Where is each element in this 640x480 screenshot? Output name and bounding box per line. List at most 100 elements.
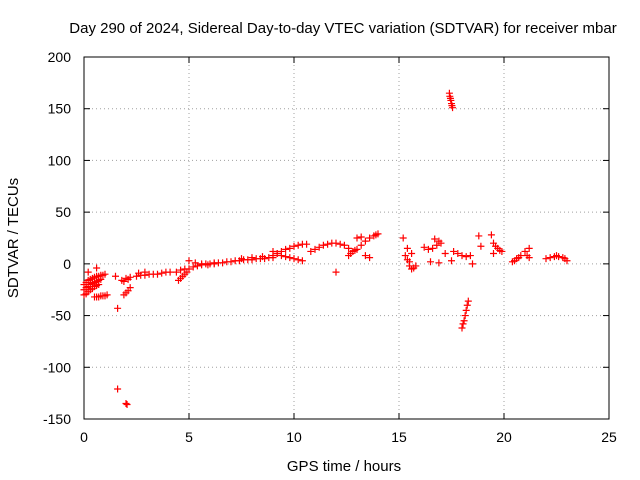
data-point: [204, 261, 212, 269]
data-point: [521, 247, 529, 255]
x-tick-label: 10: [286, 429, 302, 445]
x-tick-label: 0: [80, 429, 88, 445]
data-point: [311, 245, 319, 253]
data-point: [357, 233, 365, 241]
data-point: [517, 252, 525, 260]
y-tick-label: -150: [43, 411, 71, 427]
data-point: [126, 284, 134, 292]
data-point: [462, 253, 470, 261]
data-point: [427, 258, 434, 266]
data-point: [525, 244, 533, 252]
data-point: [112, 272, 119, 280]
data-point: [433, 241, 441, 249]
data-point: [525, 254, 533, 262]
data-point: [469, 260, 476, 268]
data-point: [399, 234, 407, 242]
data-point: [447, 96, 455, 104]
data-point: [424, 245, 432, 253]
data-point: [458, 252, 466, 260]
data-points: [80, 89, 571, 409]
grid-layer: [84, 57, 609, 419]
series-track-2h: [118, 273, 134, 299]
data-point: [198, 260, 206, 268]
data-point: [185, 265, 193, 273]
data-point: [177, 266, 185, 274]
series-start-cluster-upper: [80, 270, 109, 289]
data-point: [412, 262, 420, 270]
data-point: [460, 317, 468, 325]
series-early-isolated: [84, 264, 131, 409]
data-point: [461, 312, 469, 320]
x-tick-label: 5: [185, 429, 193, 445]
data-point: [448, 257, 455, 265]
data-point: [126, 273, 134, 281]
y-axis-title: SDTVAR / TECUs: [5, 178, 22, 298]
data-point: [114, 385, 122, 393]
series-track-12-13h: [345, 230, 382, 262]
data-point: [319, 241, 327, 249]
x-tick-label: 15: [391, 429, 407, 445]
series-track-17-18h: [448, 247, 474, 265]
data-point: [462, 306, 470, 314]
data-point: [282, 253, 290, 261]
data-point: [269, 247, 277, 255]
data-point: [366, 254, 374, 262]
data-point: [431, 235, 439, 243]
data-point: [487, 231, 495, 239]
data-point: [95, 281, 103, 289]
data-point: [374, 230, 382, 238]
x-tick-label: 25: [601, 429, 617, 445]
data-point: [259, 253, 266, 261]
series-start-low: [91, 291, 111, 301]
series-spike-low: [458, 297, 472, 332]
series-late-isolated: [469, 231, 495, 268]
series-track-16-17h: [420, 235, 449, 267]
series-track-22-23h: [542, 252, 571, 265]
data-point: [101, 270, 109, 278]
series-track-7-9h: [231, 253, 277, 265]
data-point: [189, 263, 197, 271]
data-point: [135, 269, 143, 277]
y-tick-label: -100: [43, 359, 71, 375]
data-point: [403, 244, 411, 252]
series-track-2-5h: [133, 268, 174, 280]
series-spike-high: [445, 89, 457, 112]
data-point: [450, 247, 458, 255]
data-point: [498, 247, 506, 255]
data-point: [315, 243, 323, 251]
data-point: [464, 297, 472, 305]
data-point: [353, 234, 361, 242]
data-point: [154, 270, 161, 278]
data-point: [463, 301, 471, 309]
y-tick-labels: -150 -100 -50 0 50 100 150 200: [43, 49, 71, 427]
data-point: [563, 257, 571, 265]
data-point: [429, 244, 437, 252]
y-tick-label: 150: [48, 101, 72, 117]
data-point: [332, 268, 340, 276]
x-tick-label: 20: [496, 429, 512, 445]
y-tick-label: -50: [51, 308, 71, 324]
data-point: [435, 237, 443, 245]
data-point: [490, 250, 497, 258]
series-track-15h: [399, 234, 420, 273]
data-point: [97, 275, 105, 283]
data-point: [227, 258, 235, 266]
data-point: [449, 104, 457, 112]
data-point: [401, 252, 409, 260]
data-point: [191, 259, 199, 267]
data-point: [475, 232, 483, 240]
data-point: [141, 268, 149, 276]
series-track-5-7h: [185, 257, 235, 273]
data-point: [210, 260, 218, 268]
data-point: [172, 268, 180, 276]
y-tick-label: 0: [63, 256, 71, 272]
data-point: [298, 257, 306, 265]
y-tick-label: 200: [48, 49, 72, 65]
data-point: [366, 234, 374, 242]
data-point: [477, 242, 485, 250]
data-point: [553, 252, 560, 260]
data-point: [454, 250, 462, 258]
data-point: [361, 252, 369, 260]
data-point: [286, 254, 294, 262]
